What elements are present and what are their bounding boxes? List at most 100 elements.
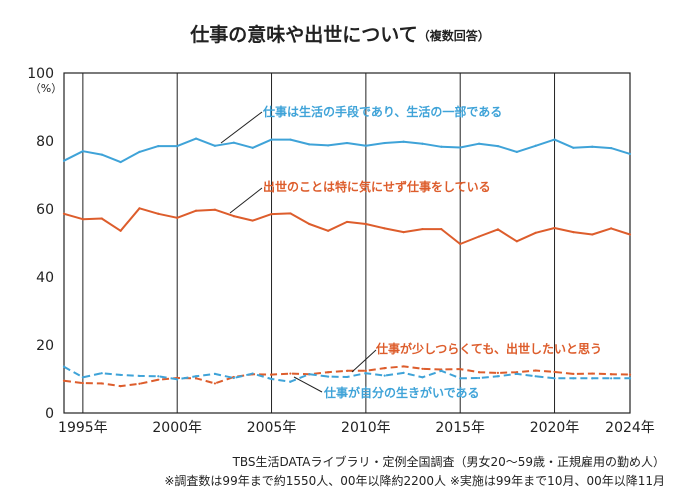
- data-point-series-3: [402, 365, 405, 368]
- data-point-series-3: [345, 369, 349, 372]
- data-point-series-1: [327, 144, 330, 147]
- data-point-series-4: [572, 377, 575, 380]
- chart-title: 仕事の意味や出世について: [189, 23, 417, 46]
- x-tick-label: 1995年: [58, 420, 108, 436]
- data-point-series-1: [213, 144, 217, 147]
- data-point-series-2: [289, 212, 292, 215]
- data-point-series-4: [289, 380, 292, 383]
- leader-line-series-3: [351, 349, 377, 373]
- data-point-series-1: [477, 142, 481, 145]
- data-point-series-3: [194, 377, 198, 380]
- data-point-series-2: [402, 231, 405, 234]
- data-point-series-3: [364, 369, 367, 372]
- annotation-series-1: 仕事は生活の手段であり、生活の一部である: [262, 104, 502, 119]
- data-point-series-1: [270, 138, 273, 141]
- data-point-series-2: [345, 220, 349, 224]
- data-point-series-3: [383, 367, 386, 370]
- data-point-series-4: [213, 372, 217, 375]
- data-point-series-3: [213, 382, 217, 385]
- data-point-series-4: [459, 377, 462, 380]
- data-point-series-1: [119, 160, 122, 164]
- data-point-series-4: [553, 377, 556, 380]
- y-tick-label: 60: [36, 202, 54, 218]
- data-point-series-1: [308, 143, 311, 146]
- data-point-series-2: [383, 227, 386, 230]
- data-point-series-4: [100, 372, 103, 375]
- data-point-series-4: [515, 372, 518, 375]
- x-tick-label: 2020年: [530, 420, 580, 436]
- data-point-series-2: [232, 215, 235, 218]
- data-point-series-1: [62, 159, 66, 162]
- data-point-series-4: [232, 376, 235, 380]
- data-point-series-2: [194, 209, 198, 212]
- data-point-series-4: [119, 373, 122, 377]
- data-point-series-4: [477, 376, 481, 380]
- data-point-series-2: [515, 240, 518, 243]
- data-point-series-2: [251, 219, 254, 222]
- data-point-series-2: [100, 217, 103, 220]
- data-point-series-3: [100, 382, 103, 385]
- data-point-series-4: [81, 376, 84, 379]
- data-point-series-2: [553, 226, 556, 230]
- annotation-series-3: 仕事が少しつらくても、出世したいと思う: [375, 341, 602, 356]
- data-point-series-2: [62, 212, 66, 215]
- data-point-series-1: [345, 141, 349, 145]
- chart-subtitle: （複数回答）: [418, 28, 490, 43]
- data-point-series-2: [572, 231, 575, 234]
- data-point-series-3: [553, 370, 556, 373]
- data-point-series-1: [289, 138, 292, 141]
- y-tick-label: 40: [36, 270, 54, 286]
- data-point-series-2: [81, 218, 84, 221]
- data-point-series-3: [572, 372, 575, 375]
- data-point-series-3: [270, 373, 273, 376]
- data-point-series-2: [591, 233, 594, 236]
- chart-title-group: 仕事の意味や出世について（複数回答）: [189, 23, 489, 46]
- source-footnote: TBS生活DATAライブラリ・定例全国調査（男女20～59歳・正規雇用の勤め人）: [232, 454, 665, 469]
- x-tick-label: 2005年: [247, 420, 297, 436]
- data-point-series-2: [138, 207, 141, 210]
- y-tick-label: 80: [36, 134, 54, 150]
- data-point-series-2: [628, 233, 632, 236]
- data-point-series-4: [610, 377, 613, 380]
- series-line-2: [63, 207, 631, 245]
- data-point-series-1: [402, 140, 405, 143]
- data-point-series-4: [421, 376, 424, 379]
- y-tick-label: 20: [36, 338, 54, 354]
- x-tick-label: 2010年: [341, 420, 391, 436]
- leader-line-series-4: [293, 376, 323, 393]
- data-point-series-3: [628, 373, 632, 376]
- data-point-series-1: [534, 144, 537, 147]
- data-point-series-4: [534, 375, 537, 378]
- data-point-series-2: [270, 213, 273, 216]
- data-point-series-2: [327, 229, 330, 232]
- x-tick-label: 2000年: [152, 420, 202, 436]
- data-point-series-2: [534, 231, 537, 234]
- leader-line-series-1: [220, 111, 263, 144]
- data-point-series-1: [591, 145, 594, 148]
- data-point-series-4: [194, 375, 198, 378]
- data-point-series-1: [251, 146, 254, 149]
- y-axis-unit: （%）: [30, 82, 62, 95]
- data-point-series-1: [610, 147, 613, 150]
- data-point-series-3: [157, 378, 160, 381]
- annotation-series-2: 出世のことは特に気にせず仕事をしている: [263, 179, 491, 194]
- data-point-series-2: [610, 227, 613, 230]
- plot-frame: [63, 72, 631, 414]
- data-point-series-3: [515, 371, 518, 374]
- data-point-series-1: [232, 141, 235, 144]
- data-point-series-4: [138, 374, 141, 378]
- series-points: [62, 137, 632, 388]
- annotation-series-4: 仕事が自分の生きがいである: [323, 385, 480, 400]
- data-point-series-1: [194, 137, 198, 140]
- data-point-series-3: [591, 372, 594, 375]
- data-point-series-2: [119, 229, 122, 232]
- leader-line-series-2: [229, 187, 263, 214]
- data-point-series-3: [459, 368, 462, 371]
- data-point-series-3: [421, 367, 424, 370]
- vertical-gridlines: [82, 73, 556, 413]
- data-point-series-4: [251, 372, 254, 375]
- data-point-series-3: [289, 372, 292, 375]
- data-point-series-4: [440, 369, 443, 372]
- data-point-series-2: [176, 216, 179, 219]
